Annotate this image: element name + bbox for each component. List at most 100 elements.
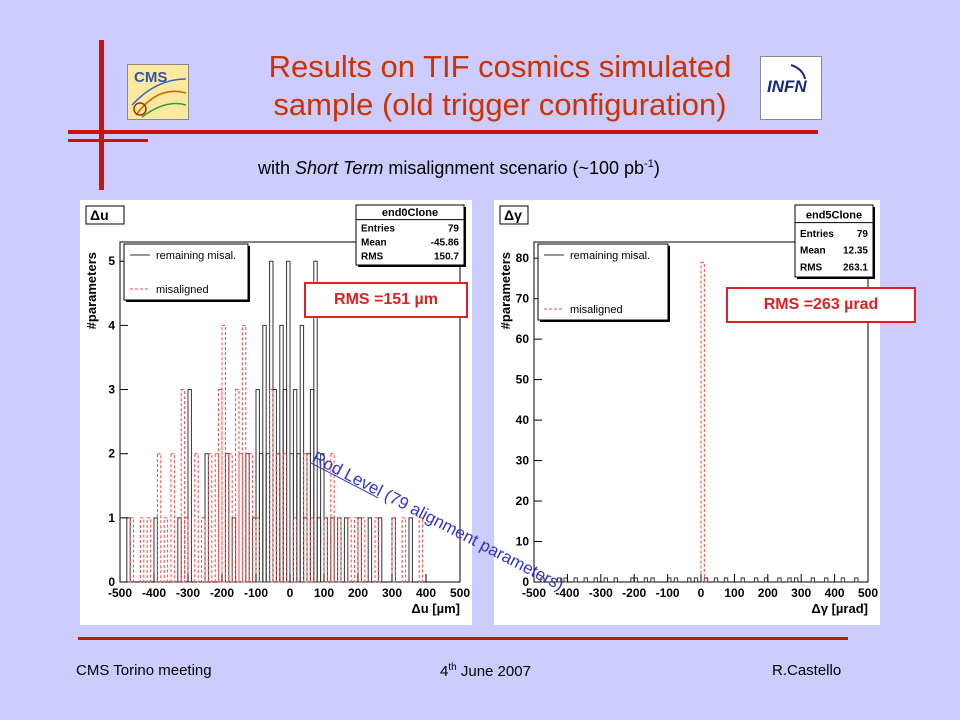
stats-label: Entries: [800, 229, 834, 240]
histogram-bar: [282, 453, 288, 583]
histogram-bar: [163, 517, 169, 583]
stats-box: [794, 204, 874, 278]
x-tick-label: 100: [314, 586, 334, 600]
histogram-bar: [824, 577, 829, 583]
stats-value: 79: [448, 224, 460, 235]
histogram-bar: [221, 324, 226, 583]
x-tick-label: -300: [176, 586, 200, 600]
stats-value: 12.35: [843, 246, 868, 257]
y-tick-label: 50: [516, 373, 530, 387]
y-tick-label: 2: [108, 447, 115, 461]
x-tick-label: -300: [589, 586, 613, 600]
title-line-2: sample (old trigger configuration): [273, 87, 727, 122]
stats-label: Entries: [361, 224, 395, 235]
histogram-bar: [854, 577, 859, 583]
x-tick-label: 200: [348, 586, 368, 600]
x-tick-label: 0: [287, 586, 294, 600]
title-line-1: Results on TIF cosmics simulated: [268, 49, 732, 84]
footer-left: CMS Torino meeting: [76, 662, 212, 679]
horizontal-accent-bar-2: [68, 139, 148, 142]
histogram-bar: [286, 260, 291, 583]
histogram-bar: [214, 453, 220, 583]
histogram-bar: [187, 389, 192, 583]
footer-date-rest: June 2007: [456, 663, 531, 680]
x-tick-label: 300: [791, 586, 811, 600]
footer-date-day: 4: [440, 663, 449, 680]
stats-label: Mean: [800, 246, 826, 257]
x-tick-label: -200: [622, 586, 646, 600]
histogram-bar: [323, 517, 328, 583]
x-tick-label: 400: [825, 586, 845, 600]
histogram-bar: [391, 517, 396, 583]
y-tick-label: 3: [108, 383, 115, 397]
x-tick-label: -100: [244, 586, 268, 600]
histogram-bar: [354, 517, 359, 583]
histogram-bar: [643, 577, 649, 583]
histogram-bar: [146, 517, 152, 583]
histogram-bar: [794, 577, 799, 583]
stats-label: RMS: [800, 262, 823, 273]
legend-entry: remaining misal.: [156, 250, 236, 262]
histogram-bar: [777, 577, 782, 583]
histogram-bar: [330, 453, 335, 583]
histogram-bar: [228, 453, 233, 583]
rms-callout-du: RMS =151 µm: [304, 282, 468, 318]
histogram-bar: [337, 517, 342, 583]
panel-label-box: [499, 205, 529, 225]
rms-callout-dgamma: RMS =263 µrad: [726, 287, 916, 323]
histogram-bar: [687, 577, 692, 583]
histogram-bar: [275, 453, 281, 583]
histogram-bar: [593, 577, 598, 583]
y-tick-label: 1: [108, 511, 115, 525]
histogram-bar: [235, 389, 240, 583]
slide-title: Results on TIF cosmics simulated sample …: [200, 48, 800, 124]
histogram-bar: [556, 577, 562, 583]
panel-label: Δu: [90, 207, 109, 223]
y-tick-label: 5: [108, 254, 115, 268]
subtitle-superscript: -1: [644, 158, 654, 170]
histogram-bar: [241, 324, 247, 583]
x-tick-label: -400: [142, 586, 166, 600]
histogram-bar: [343, 517, 349, 583]
histogram-panel-du: -500 -400 -300 -200 -100 0 100 200 300 400 500 0 1 2 3…: [80, 200, 472, 625]
histogram-bar: [180, 389, 186, 583]
y-tick-label: 30: [516, 454, 530, 468]
histogram-bar: [540, 577, 545, 583]
y-tick-label: 0: [108, 575, 115, 589]
x-tick-label: 200: [758, 586, 778, 600]
cms-logo-text: CMS: [134, 69, 168, 86]
x-tick-label: -400: [555, 586, 579, 600]
histogram-bar: [204, 453, 209, 583]
y-tick-label: 80: [516, 251, 530, 265]
footer-center: 4th June 2007: [440, 662, 531, 680]
y-tick-label: 10: [516, 535, 530, 549]
x-tick-label: -500: [108, 586, 132, 600]
stats-title: end0Clone: [382, 207, 438, 219]
panel-label-box: [85, 205, 125, 225]
histogram-bar: [303, 453, 308, 583]
stats-value: 150.7: [434, 251, 459, 262]
x-tick-label: 400: [416, 586, 436, 600]
subtitle-prefix: with: [258, 158, 296, 178]
y-tick-label: 20: [516, 494, 530, 508]
histogram-bar: [613, 577, 619, 583]
infn-logo: INFN: [760, 56, 822, 120]
vertical-accent-bar: [99, 40, 104, 190]
y-axis-label: #parameters: [498, 252, 513, 329]
stats-value: 79: [857, 229, 869, 240]
subtitle-scenario: Short Term: [295, 158, 384, 178]
histogram-bar: [374, 517, 379, 583]
infn-logo-mark: [790, 64, 806, 80]
legend-box: [123, 243, 249, 301]
x-axis-label: Δu [µm]: [411, 601, 460, 616]
horizontal-accent-bar: [68, 130, 818, 134]
y-tick-label: 40: [516, 413, 530, 427]
x-tick-label: 500: [450, 586, 470, 600]
histogram-bar: [810, 577, 816, 583]
histogram-bar: [292, 517, 298, 583]
x-tick-label: 0: [698, 586, 705, 600]
histogram-bar: [713, 577, 719, 583]
x-tick-label: -500: [522, 586, 546, 600]
legend-entry: remaining misal.: [570, 250, 650, 262]
x-tick-label: 500: [858, 586, 878, 600]
